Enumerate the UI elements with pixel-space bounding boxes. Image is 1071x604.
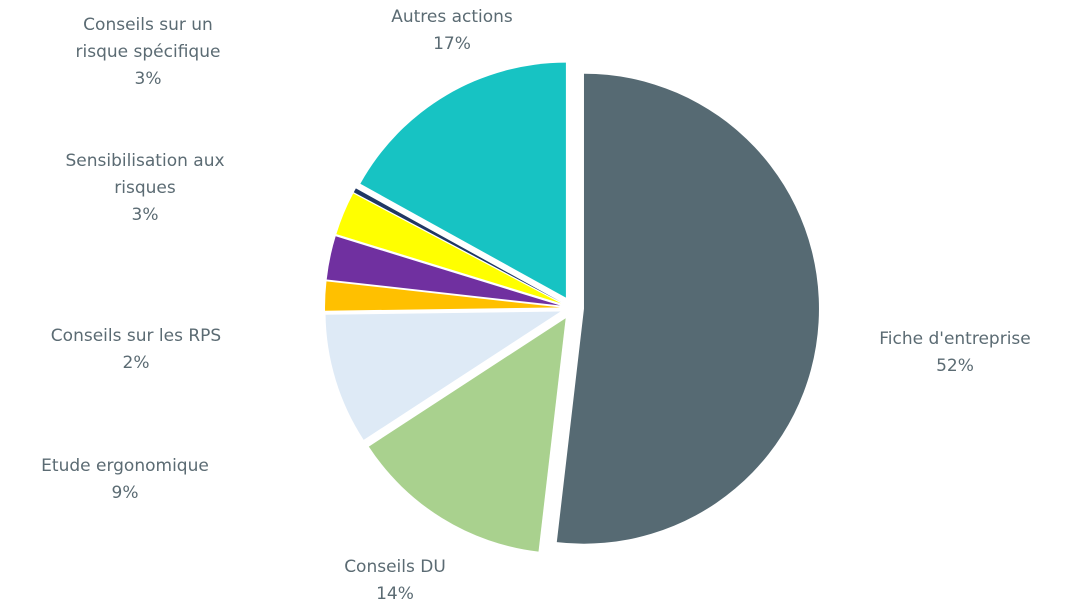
slice-value: 17% xyxy=(433,34,471,54)
pie-slice xyxy=(326,236,561,306)
pie-slice xyxy=(325,311,561,440)
slice-label: Autres actions 17% xyxy=(352,4,552,58)
pie-slice xyxy=(360,62,566,298)
slice-value: 3% xyxy=(134,69,162,89)
pie-slice xyxy=(336,193,561,304)
slice-value: 14% xyxy=(376,584,414,604)
slice-label: Etude ergonomique 9% xyxy=(15,453,235,507)
pie-slice xyxy=(353,188,562,303)
slice-label: Fiche d'entreprise 52% xyxy=(845,326,1065,380)
slice-label: Conseils sur les RPS 2% xyxy=(21,323,251,377)
pie-slice xyxy=(368,318,566,552)
slice-name: Etude ergonomique xyxy=(41,456,209,476)
slice-name: Fiche d'entreprise xyxy=(879,329,1031,349)
slice-name: Sensibilisation aux risques xyxy=(65,151,225,198)
slice-value: 2% xyxy=(122,353,150,373)
slice-label: Conseils DU 14% xyxy=(295,554,495,604)
slice-value: 9% xyxy=(111,483,139,503)
slice-value: 52% xyxy=(936,356,974,376)
slice-name: Autres actions xyxy=(391,7,513,27)
pie-slice xyxy=(556,73,819,544)
pie-slice xyxy=(325,281,561,311)
slice-name: Conseils sur les RPS xyxy=(50,326,222,346)
slice-name: Conseils sur un risque spécifique xyxy=(75,15,221,62)
slice-value: 3% xyxy=(131,205,159,225)
slice-label: Conseils sur un risque spécifique 3% xyxy=(58,12,238,93)
slice-label: Sensibilisation aux risques 3% xyxy=(45,148,245,229)
slice-name: Conseils DU xyxy=(344,557,446,577)
